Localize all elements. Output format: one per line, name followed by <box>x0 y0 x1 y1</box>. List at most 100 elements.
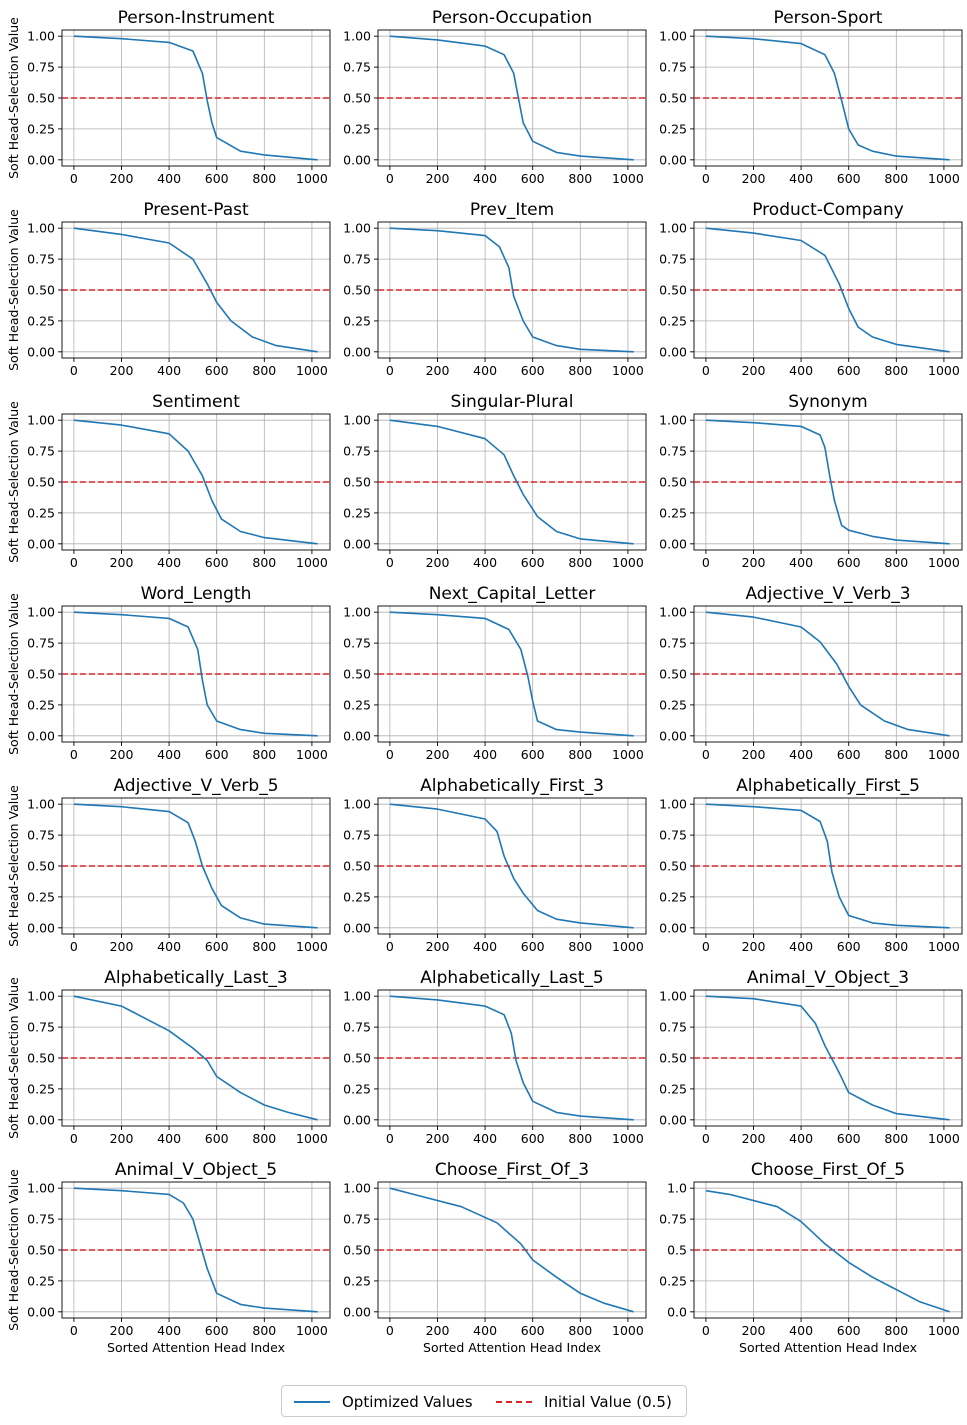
y-tick-label: 0.25 <box>343 121 371 136</box>
optimized-values-line <box>389 419 634 545</box>
x-tick-label: 400 <box>473 555 497 570</box>
x-tick-label: 800 <box>884 747 908 762</box>
x-tick-label: 0 <box>702 171 710 186</box>
x-tick-label: 0 <box>386 555 394 570</box>
x-tick-label: 800 <box>884 363 908 378</box>
x-tick-label: 800 <box>884 1323 908 1338</box>
subplot-title: Prev_Item <box>470 200 554 220</box>
y-tick-label: 0.5 <box>667 1243 687 1258</box>
optimized-values-line <box>705 419 950 545</box>
x-tick-label: 0 <box>702 363 710 378</box>
y-tick-label: 0.75 <box>27 1020 55 1035</box>
subplot-title: Animal_V_Object_5 <box>115 1160 277 1180</box>
y-tick-label: 1.0 <box>667 1181 687 1196</box>
x-tick-label: 200 <box>426 171 450 186</box>
y-tick-label: 0.75 <box>27 444 55 459</box>
subplot-title: Animal_V_Object_3 <box>747 968 909 988</box>
x-tick-label: 1000 <box>612 1323 644 1338</box>
y-tick-label: 1.00 <box>659 413 687 428</box>
y-tick-label: 0.50 <box>343 1243 371 1258</box>
x-tick-label: 200 <box>742 1323 766 1338</box>
y-tick-label: 0.50 <box>659 283 687 298</box>
x-tick-label: 800 <box>568 1131 592 1146</box>
legend-label-optimized: Optimized Values <box>342 1393 473 1411</box>
y-tick-label: 1.00 <box>27 413 55 428</box>
x-tick-label: 400 <box>157 747 181 762</box>
subplot-title: Alphabetically_First_3 <box>420 776 604 796</box>
x-tick-label: 800 <box>884 1131 908 1146</box>
subplot: 0 200 400 600 800 1000 0.00 0.25 0.50 0.75 1.00 Per… <box>6 8 331 186</box>
subplot: 0 200 400 600 800 1000 0.00 0.25 0.50 0.75 1.00 Alp… <box>659 776 963 954</box>
x-tick-label: 600 <box>205 939 229 954</box>
x-tick-label: 0 <box>386 1131 394 1146</box>
optimized-values-line <box>73 1187 318 1313</box>
subplot-title: Product-Company <box>752 200 904 220</box>
x-tick-label: 800 <box>884 939 908 954</box>
x-tick-label: 400 <box>157 939 181 954</box>
subplot: 0 200 400 600 800 1000 0.00 0.25 0.50 0.75 1.00 Alp… <box>343 968 647 1146</box>
x-tick-label: 400 <box>473 747 497 762</box>
subplot: 0 200 400 600 800 1000 0.00 0.25 0.50 0.75 1.00 Ani… <box>6 1160 331 1355</box>
x-tick-label: 600 <box>205 747 229 762</box>
subplot-title: Adjective_V_Verb_5 <box>113 776 278 796</box>
x-tick-label: 0 <box>702 1323 710 1338</box>
y-tick-label: 0.00 <box>27 1112 55 1127</box>
y-tick-label: 0.00 <box>659 920 687 935</box>
y-tick-label: 0.50 <box>343 91 371 106</box>
y-tick-label: 1.00 <box>659 797 687 812</box>
x-tick-label: 600 <box>837 747 861 762</box>
x-tick-label: 0 <box>70 1323 78 1338</box>
y-tick-label: 1.00 <box>27 221 55 236</box>
subplot: 0 200 400 600 800 1000 0.00 0.25 0.50 0.75 1.00 Wor… <box>6 584 331 762</box>
x-tick-label: 400 <box>473 939 497 954</box>
x-tick-label: 0 <box>702 1131 710 1146</box>
y-tick-label: 0.50 <box>343 859 371 874</box>
subplot-title: Sentiment <box>152 392 240 412</box>
y-tick-label: 0.75 <box>27 252 55 267</box>
y-tick-label: 0.25 <box>659 697 687 712</box>
optimized-values-line <box>73 227 318 353</box>
x-tick-label: 800 <box>252 747 276 762</box>
subplot: 0 200 400 600 800 1000 0.00 0.25 0.50 0.75 1.00 Pro… <box>659 200 963 378</box>
x-tick-label: 0 <box>386 939 394 954</box>
x-tick-label: 200 <box>426 555 450 570</box>
x-tick-label: 600 <box>521 1323 545 1338</box>
x-tick-label: 200 <box>110 1323 134 1338</box>
y-tick-label: 0.25 <box>27 889 55 904</box>
y-tick-label: 0.50 <box>659 91 687 106</box>
x-tick-label: 1000 <box>296 171 328 186</box>
optimized-values-line <box>705 995 950 1121</box>
x-tick-label: 400 <box>789 747 813 762</box>
y-tick-label: 0.75 <box>343 60 371 75</box>
y-tick-label: 1.00 <box>27 605 55 620</box>
x-tick-label: 1000 <box>928 1131 960 1146</box>
y-tick-label: 0.25 <box>659 1081 687 1096</box>
y-axis-label: Soft Head-Selection Value <box>6 17 21 179</box>
optimized-values-line <box>73 995 318 1121</box>
x-tick-label: 200 <box>110 1131 134 1146</box>
x-tick-label: 800 <box>568 1323 592 1338</box>
y-tick-label: 0.50 <box>343 283 371 298</box>
y-tick-label: 1.00 <box>27 29 55 44</box>
x-tick-label: 0 <box>386 363 394 378</box>
y-tick-label: 0.00 <box>343 536 371 551</box>
subplot: 0 200 400 600 800 1000 0.00 0.25 0.50 0.75 1.00 Adj… <box>6 776 331 954</box>
y-tick-label: 0.75 <box>343 636 371 651</box>
x-tick-label: 400 <box>789 363 813 378</box>
y-tick-label: 0.75 <box>659 60 687 75</box>
subplot: 0 200 400 600 800 1000 0.00 0.25 0.50 0.75 1.00 Ani… <box>659 968 963 1146</box>
y-tick-label: 0.50 <box>27 859 55 874</box>
subplot: 0 200 400 600 800 1000 0.00 0.25 0.50 0.75 1.00 Alp… <box>343 776 647 954</box>
x-tick-label: 1000 <box>612 171 644 186</box>
y-tick-label: 1.00 <box>343 29 371 44</box>
y-tick-label: 0.50 <box>343 475 371 490</box>
x-tick-label: 600 <box>521 1131 545 1146</box>
optimized-values-line <box>389 35 634 161</box>
x-tick-label: 400 <box>789 171 813 186</box>
y-tick-label: 0.00 <box>27 536 55 551</box>
y-tick-label: 0.50 <box>659 475 687 490</box>
y-tick-label: 0.25 <box>659 505 687 520</box>
y-tick-label: 0.50 <box>27 1051 55 1066</box>
x-tick-label: 1000 <box>612 555 644 570</box>
optimized-values-line <box>73 35 318 161</box>
